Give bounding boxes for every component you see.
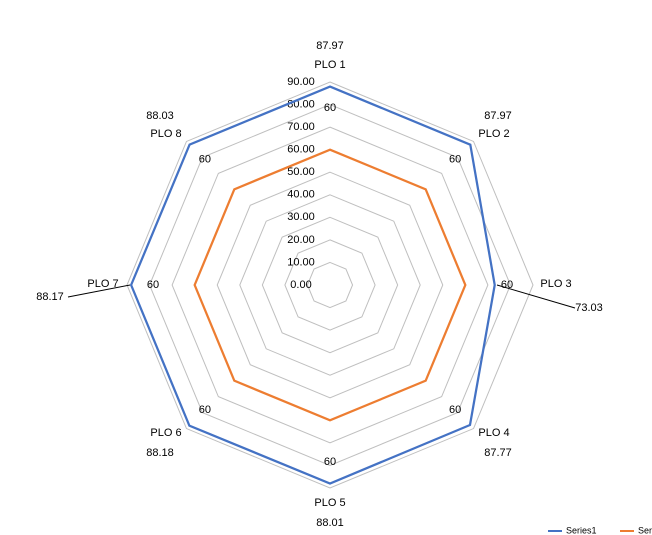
grid-line [149, 104, 511, 466]
category-label: PLO 2 [478, 128, 509, 140]
leader-line [496, 284, 576, 309]
y-tick-label: 20.00 [287, 234, 315, 246]
y-tick-label: 80.00 [287, 98, 315, 110]
grid-line [239, 194, 421, 376]
y-tick-label: 40.00 [287, 189, 315, 201]
data-label: 73.03 [575, 302, 603, 314]
y-tick-label: 0.00 [290, 279, 311, 291]
data-label: 88.03 [146, 110, 174, 122]
y-tick-label: 90.00 [287, 76, 315, 88]
grid-line [216, 171, 444, 399]
data-label: 60 [147, 279, 159, 291]
category-label: PLO 3 [540, 278, 571, 290]
data-label: 88.17 [36, 291, 64, 303]
legend-label: Series1 [566, 525, 597, 535]
data-label: 87.97 [484, 110, 512, 122]
data-label: 60 [449, 154, 461, 166]
data-label: 60 [449, 404, 461, 416]
data-label: 87.77 [484, 447, 512, 459]
data-label: 88.18 [146, 447, 174, 459]
category-label: PLO 7 [87, 278, 118, 290]
data-label: 87.97 [316, 40, 344, 52]
series-line [193, 148, 467, 422]
legend-label: Series2 [638, 525, 652, 535]
y-tick-label: 50.00 [287, 166, 315, 178]
data-label: 60 [324, 102, 336, 114]
grid-line [284, 239, 376, 331]
grid-line [126, 81, 534, 489]
data-label: 60 [199, 154, 211, 166]
category-label: PLO 8 [150, 128, 181, 140]
data-label: 88.01 [316, 517, 344, 529]
leader-line [67, 284, 131, 298]
grid-line [306, 261, 354, 309]
y-tick-label: 70.00 [287, 121, 315, 133]
data-label: 60 [199, 404, 211, 416]
grid-line [194, 149, 466, 421]
category-label: PLO 5 [314, 497, 345, 509]
category-label: PLO 4 [478, 427, 509, 439]
category-label: PLO 1 [314, 59, 345, 71]
series-line [129, 85, 496, 485]
grid-line [261, 216, 399, 354]
y-tick-label: 30.00 [287, 211, 315, 223]
category-label: PLO 6 [150, 427, 181, 439]
data-label: 60 [324, 456, 336, 468]
data-label: 60 [501, 279, 513, 291]
y-tick-label: 10.00 [287, 256, 315, 268]
y-tick-label: 60.00 [287, 144, 315, 156]
grid-line [171, 126, 489, 444]
